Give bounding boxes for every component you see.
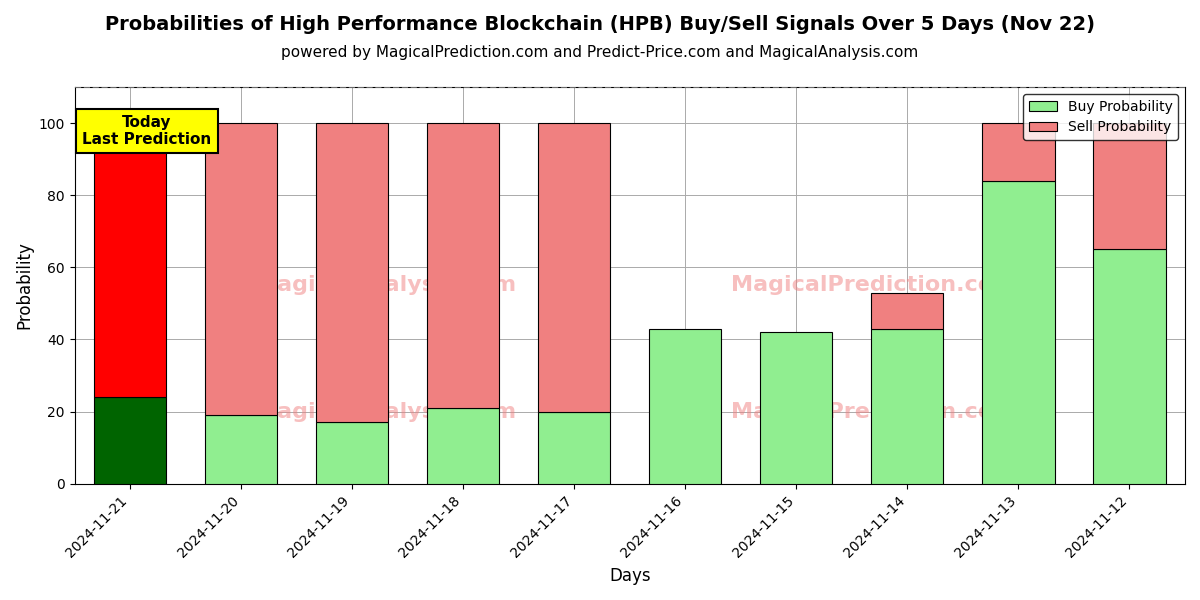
Bar — [94, 397, 167, 484]
Bar — [983, 123, 1055, 181]
Legend: Buy Probability, Sell Probability: Buy Probability, Sell Probability — [1024, 94, 1178, 140]
Bar — [427, 123, 499, 408]
Bar — [761, 332, 833, 484]
Text: powered by MagicalPrediction.com and Predict-Price.com and MagicalAnalysis.com: powered by MagicalPrediction.com and Pre… — [281, 45, 919, 60]
Bar — [539, 123, 611, 412]
Text: MagicalPrediction.com: MagicalPrediction.com — [732, 275, 1016, 295]
Bar — [1093, 249, 1165, 484]
Bar — [539, 412, 611, 484]
Text: MagicalAnalysis.com: MagicalAnalysis.com — [254, 402, 516, 422]
Bar — [871, 329, 943, 484]
Bar — [205, 123, 277, 415]
Bar — [316, 422, 389, 484]
Bar — [983, 181, 1055, 484]
Bar — [94, 123, 167, 397]
Bar — [649, 329, 721, 484]
Bar — [427, 408, 499, 484]
X-axis label: Days: Days — [610, 567, 650, 585]
Text: Today
Last Prediction: Today Last Prediction — [83, 115, 211, 147]
Text: Probabilities of High Performance Blockchain (HPB) Buy/Sell Signals Over 5 Days : Probabilities of High Performance Blockc… — [106, 15, 1096, 34]
Text: MagicalAnalysis.com: MagicalAnalysis.com — [254, 275, 516, 295]
Bar — [205, 415, 277, 484]
Bar — [316, 123, 389, 422]
Bar — [1093, 123, 1165, 249]
Text: MagicalPrediction.com: MagicalPrediction.com — [732, 402, 1016, 422]
Bar — [871, 293, 943, 329]
Y-axis label: Probability: Probability — [16, 241, 34, 329]
